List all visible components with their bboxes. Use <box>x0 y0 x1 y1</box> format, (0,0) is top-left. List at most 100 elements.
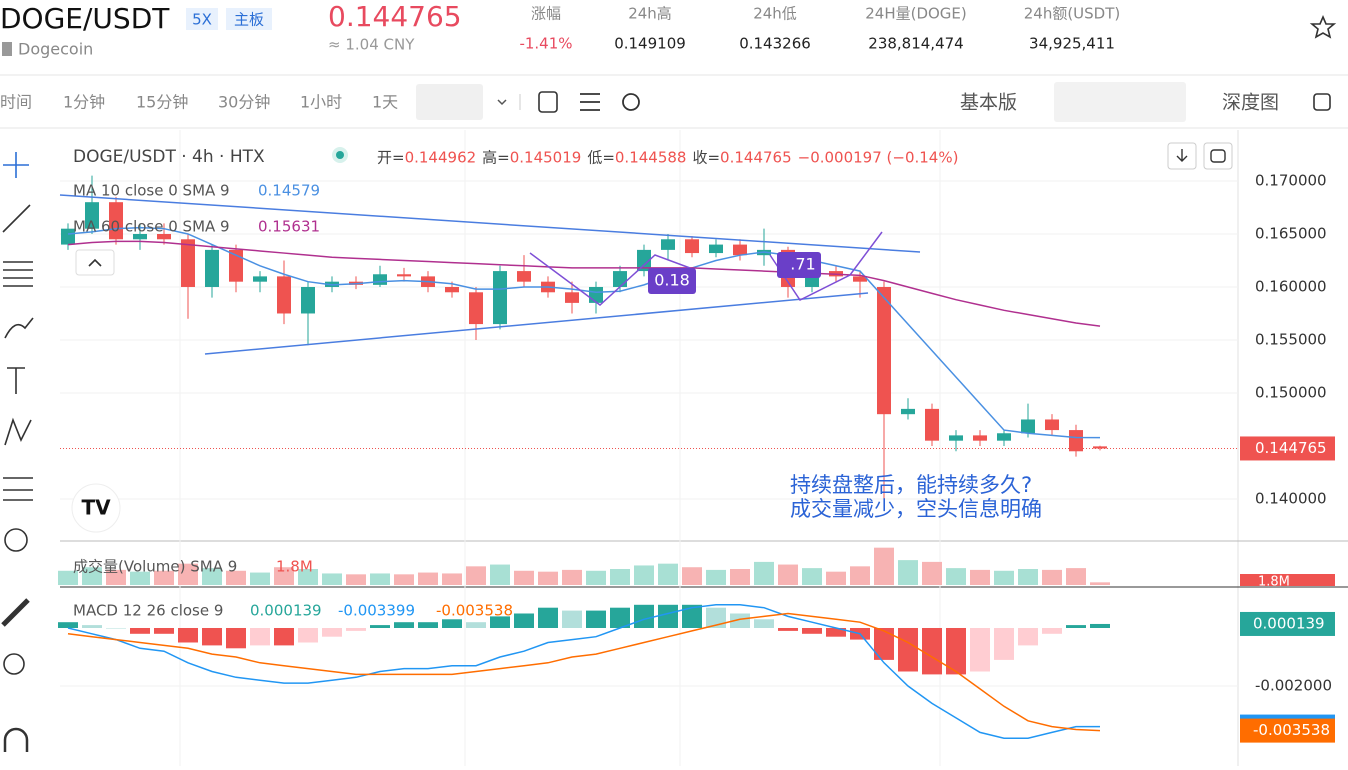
y-tick-label: 0.170000 <box>1255 171 1327 189</box>
zoom-tool[interactable] <box>3 653 25 675</box>
stat-label: 涨幅 <box>531 5 561 23</box>
macd-line <box>67 604 1101 739</box>
ohlc-label: 开= <box>377 149 405 167</box>
active-view-bg <box>1054 82 1186 122</box>
candle-body <box>109 202 123 240</box>
axis-badge <box>1240 718 1335 743</box>
volume-bar <box>682 567 702 585</box>
volume-bar <box>442 573 462 585</box>
button[interactable] <box>1203 142 1233 170</box>
pattern-tool[interactable] <box>4 417 32 446</box>
favorite[interactable] <box>1309 14 1337 39</box>
volume-bar <box>898 560 918 585</box>
macd-hist <box>778 627 798 631</box>
view-tab[interactable]: 深度图 <box>1222 92 1279 114</box>
y-tick-label: 0.150000 <box>1255 383 1327 401</box>
candle-body <box>877 286 891 415</box>
tv-logo-mark: TV <box>81 496 111 520</box>
volume-bar <box>154 570 174 585</box>
macd-hist <box>826 627 846 637</box>
y-tick-label: 0.160000 <box>1255 277 1327 295</box>
annotation: 成交量减少，空头信息明确 <box>790 497 1042 521</box>
volume-bar <box>778 564 798 585</box>
ma60-line <box>67 240 1101 327</box>
volume-bar <box>706 569 726 585</box>
macd-hist <box>298 627 318 643</box>
volume-bar <box>514 570 534 585</box>
macd-hist <box>202 627 222 646</box>
trendline <box>59 194 921 253</box>
icon <box>88 258 102 267</box>
volume-bar <box>370 573 390 585</box>
ohlc-value: 0.144765 <box>720 149 792 167</box>
icon <box>1176 149 1188 162</box>
interval[interactable]: 1分钟 <box>63 93 105 112</box>
symbol: DOGE/USDT · 4h · HTX <box>73 147 265 167</box>
candle-body <box>589 286 603 303</box>
macd-hist <box>418 622 438 628</box>
status-dot <box>336 151 344 159</box>
y-tick-label: 0.155000 <box>1255 330 1327 348</box>
volume-axis-label: 1.8M <box>1258 575 1290 590</box>
ohlc-value: 0.144588 <box>615 149 687 167</box>
badge-bg <box>226 8 272 30</box>
collapse-button[interactable] <box>75 249 115 276</box>
macd-hist <box>154 627 174 634</box>
screenshot-icon[interactable] <box>1313 93 1331 111</box>
volume-bar <box>298 569 318 585</box>
settings-icon[interactable] <box>580 93 600 111</box>
coin-name: Dogecoin <box>18 40 93 59</box>
volume-bar <box>418 572 438 585</box>
macd-hist <box>442 619 462 628</box>
crosshair-tool[interactable] <box>3 152 29 178</box>
volume-bar <box>226 570 246 585</box>
tv-logo[interactable] <box>71 483 121 533</box>
last-price-label: 0.144765 <box>1255 439 1327 457</box>
badge-text: .71 <box>790 255 815 274</box>
forecast-tool[interactable] <box>3 477 33 501</box>
volume-bar <box>634 565 654 585</box>
brush-tool[interactable] <box>4 317 34 339</box>
interval[interactable]: 15分钟 <box>136 93 188 112</box>
candle-body <box>205 249 219 287</box>
axis-badge-label: -0.003538 <box>1253 721 1330 739</box>
emoji-tool[interactable] <box>4 528 28 552</box>
macd-hist <box>538 607 558 628</box>
volume-bar <box>1090 582 1110 585</box>
volume-bar <box>874 547 894 585</box>
macd-hist <box>922 627 942 675</box>
interval[interactable]: 时间 <box>0 93 32 112</box>
volume-bar <box>130 571 150 585</box>
stat-value: 34,925,411 <box>1029 35 1115 53</box>
macd-hist <box>226 627 246 649</box>
macd-hist <box>394 622 414 628</box>
candle-body <box>733 244 747 256</box>
magnet-tool[interactable] <box>3 727 29 752</box>
ruler-tool[interactable] <box>1 598 30 627</box>
macd-hist <box>802 627 822 634</box>
interval[interactable]: 1小时 <box>300 93 342 112</box>
volume-bar <box>178 563 198 585</box>
volume-bar <box>1066 568 1086 585</box>
interval[interactable]: 30分钟 <box>218 93 270 112</box>
gear-icon[interactable] <box>622 93 640 111</box>
macd-hist <box>754 619 774 628</box>
text-tool[interactable] <box>7 367 25 394</box>
candle-body <box>613 271 627 287</box>
line-tool[interactable] <box>2 204 31 233</box>
view-tab[interactable]: 基本版 <box>960 92 1017 114</box>
ohlc-label: 高= <box>482 149 510 167</box>
interval[interactable]: 1天 <box>372 93 398 112</box>
coin-icon <box>2 42 12 56</box>
candle-body <box>157 233 171 240</box>
volume-bar <box>970 569 990 585</box>
stat-value: -1.41% <box>519 35 572 53</box>
ohlc-label: 低= <box>587 149 615 167</box>
indicator-icon[interactable] <box>538 91 558 113</box>
chevron[interactable] <box>497 99 507 106</box>
y-tick-label: 0.165000 <box>1255 224 1327 242</box>
fib-tool[interactable] <box>3 261 33 287</box>
stat-label: 24h低 <box>753 5 797 23</box>
macd-hist <box>370 625 390 628</box>
candle-body <box>61 228 75 245</box>
